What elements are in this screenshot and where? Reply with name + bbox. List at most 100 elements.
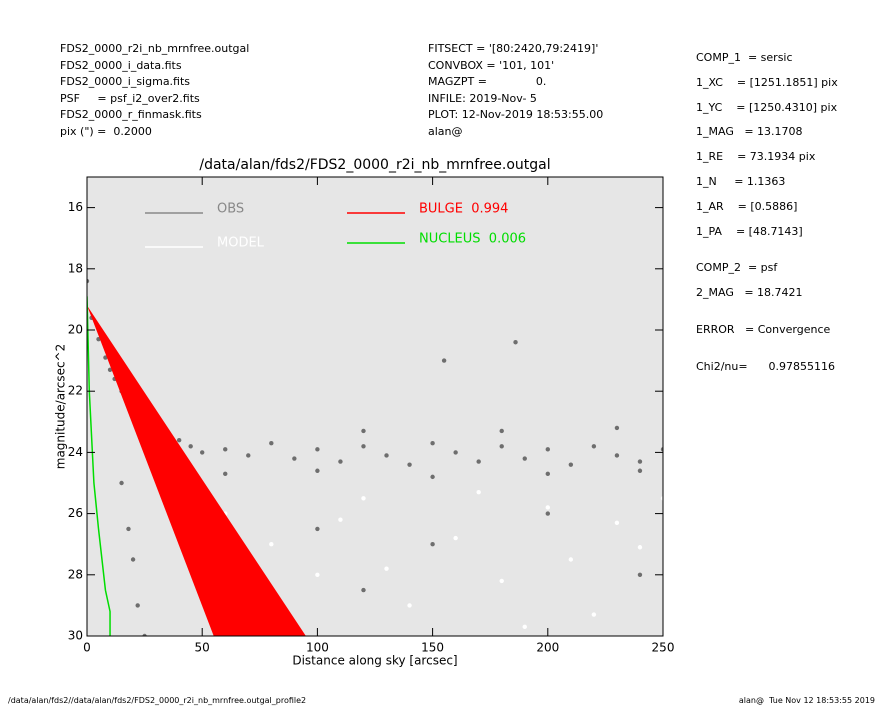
param-line: 1_RE = 73.1934 pix xyxy=(696,150,816,164)
point xyxy=(384,566,389,571)
header-line: PSF = psf_i2_over2.fits xyxy=(60,91,200,105)
point xyxy=(430,542,435,547)
point xyxy=(338,517,343,522)
param-line: ERROR = Convergence xyxy=(696,322,831,336)
param-line: 1_AR = [0.5886] xyxy=(696,199,798,213)
legend-label: OBS xyxy=(217,202,244,217)
point xyxy=(545,471,550,477)
point xyxy=(522,624,527,630)
x-tick-label: 200 xyxy=(536,641,559,655)
point xyxy=(223,447,228,452)
param-line: 1_MAG = 13.1708 xyxy=(696,125,803,139)
point xyxy=(637,545,643,550)
point xyxy=(361,444,366,449)
point xyxy=(430,474,435,480)
point xyxy=(591,612,597,617)
point xyxy=(614,425,620,431)
y-tick-label: 16 xyxy=(68,200,83,214)
point xyxy=(200,450,205,455)
point xyxy=(499,444,504,449)
point xyxy=(407,462,412,467)
param-line: COMP_2 = psf xyxy=(696,261,778,275)
point xyxy=(119,480,124,486)
point xyxy=(135,603,140,608)
x-tick-label: 100 xyxy=(306,641,329,655)
x-tick-label: 50 xyxy=(195,641,210,655)
legend-label: MODEL xyxy=(217,236,265,251)
point xyxy=(614,520,620,525)
legend-label: NUCLEUS 0.006 xyxy=(419,232,526,247)
point xyxy=(476,459,481,464)
bulge-area xyxy=(87,305,306,636)
header-middle: FITSECT = '[80:2420,79:2419]' CONVBOX = '… xyxy=(428,41,603,141)
header-line: FDS2_0000_i_data.fits xyxy=(60,58,182,72)
x-tick-label: 150 xyxy=(421,641,444,655)
point xyxy=(660,496,663,501)
point xyxy=(591,444,597,449)
header-line: alan@ xyxy=(428,124,463,138)
footer-right: alan@ Tue Nov 12 18:53:55 2019 xyxy=(738,696,875,705)
point xyxy=(315,468,320,473)
point xyxy=(315,526,320,532)
point xyxy=(315,447,320,452)
point xyxy=(407,603,412,608)
point xyxy=(513,340,518,345)
y-tick-label: 28 xyxy=(68,567,83,581)
param-line: 1_N = 1.1363 xyxy=(696,174,786,188)
chart-title: /data/alan/fds2/FDS2_0000_r2i_nb_mrnfree… xyxy=(199,157,550,173)
point xyxy=(453,450,458,455)
plot-background xyxy=(87,177,663,636)
point xyxy=(87,278,90,284)
point xyxy=(176,437,182,443)
param-line: 1_PA = [48.7143] xyxy=(696,224,803,238)
header-line: FDS2_0000_r_finmask.fits xyxy=(60,108,202,122)
point xyxy=(545,511,550,516)
x-tick-label: 250 xyxy=(652,641,675,655)
point xyxy=(568,557,574,562)
right-panel: COMP_1 = sersic 1_XC = [1251.1851] pix 1_Y… xyxy=(696,50,838,384)
footer-left: /data/alan/fds2//data/alan/fds2/FDS2_000… xyxy=(8,696,307,705)
param-line: 1_YC = [1250.4310] pix xyxy=(696,100,838,114)
y-axis-label: magnitude/arcsec^2 xyxy=(54,344,68,470)
point xyxy=(545,505,550,510)
y-tick-label: 22 xyxy=(68,384,83,398)
header-line: MAGZPT = 0. xyxy=(428,75,547,89)
y-tick-label: 24 xyxy=(68,445,83,459)
point xyxy=(499,428,504,434)
point xyxy=(499,578,504,584)
point xyxy=(545,447,550,452)
y-tick-label: 30 xyxy=(68,629,83,643)
point xyxy=(126,526,131,532)
header-line: INFILE: 2019-Nov- 5 xyxy=(428,91,537,105)
header-line: CONVBOX = '101, 101' xyxy=(428,58,555,72)
point xyxy=(637,459,643,464)
point xyxy=(384,453,389,458)
param-line: Chi2/nu= 0.97855116 xyxy=(696,359,836,373)
header-left: FDS2_0000_r2i_nb_mrnfree.outgal FDS2_0000… xyxy=(60,41,249,141)
point xyxy=(107,367,113,372)
point xyxy=(522,456,527,461)
point xyxy=(269,441,274,446)
header-line: pix (") = 0.2000 xyxy=(60,124,152,138)
point xyxy=(142,633,147,636)
param-line: COMP_1 = sersic xyxy=(696,51,793,64)
point xyxy=(476,489,481,495)
point xyxy=(614,453,620,458)
point xyxy=(361,496,366,501)
point xyxy=(361,428,366,434)
y-tick-label: 26 xyxy=(68,506,83,520)
legend-label: BULGE 0.994 xyxy=(419,202,508,217)
x-tick-label: 0 xyxy=(83,641,91,655)
point xyxy=(246,453,251,458)
point xyxy=(430,441,435,446)
point xyxy=(441,358,447,363)
param-line: 1_XC = [1251.1851] pix xyxy=(696,75,838,89)
header-line: PLOT: 12-Nov-2019 18:53:55.00 xyxy=(428,108,604,122)
header-line: FITSECT = '[80:2420,79:2419]' xyxy=(428,42,599,55)
point xyxy=(315,572,320,577)
header-line: FDS2_0000_r2i_nb_mrnfree.outgal xyxy=(60,42,250,55)
point xyxy=(637,468,643,473)
point xyxy=(188,444,193,449)
